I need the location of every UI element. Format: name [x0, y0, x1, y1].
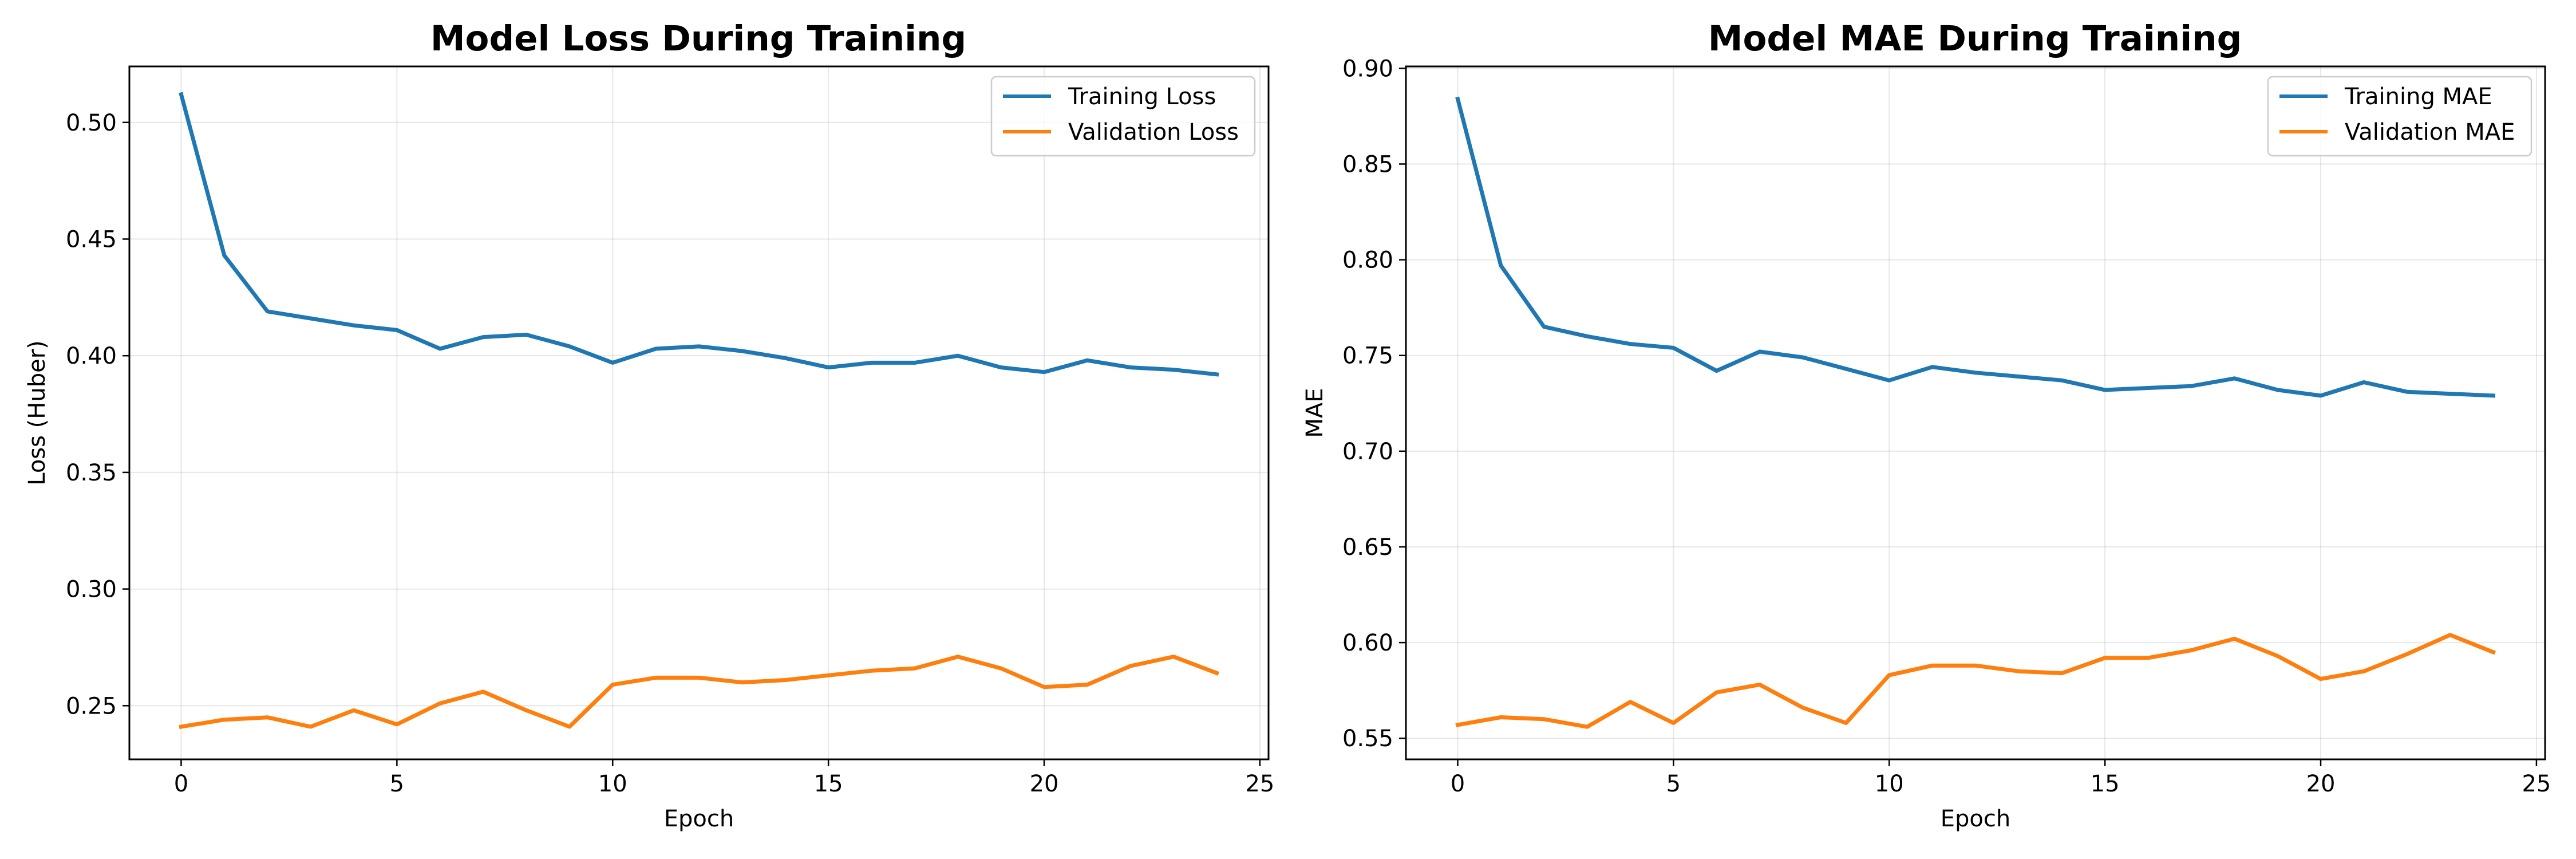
mae-chart-x-tick-label: 20 — [2306, 771, 2336, 797]
loss-chart-frame — [128, 65, 1270, 761]
mae-chart-y-tick-label: 0.80 — [1342, 247, 1393, 274]
loss-chart-series — [179, 92, 1220, 730]
mae-chart-series-line-validation — [1455, 633, 2496, 729]
mae-chart-x-tick-label: 0 — [1451, 771, 1465, 797]
mae-chart-y-tick-label: 0.75 — [1342, 343, 1393, 369]
mae-chart-legend-box — [2267, 76, 2532, 157]
loss-chart-legend: Training Loss Validation Loss — [990, 76, 1256, 157]
loss-chart-x-tick-label: 25 — [1245, 771, 1274, 797]
loss-chart-series-line-validation — [179, 655, 1220, 730]
loss-chart-y-tick-label: 0.35 — [66, 460, 117, 486]
loss-chart-y-tick-label: 0.25 — [66, 693, 117, 719]
mae-chart-y-tick-label: 0.90 — [1342, 56, 1393, 82]
mae-chart-x-axis-label: Epoch — [1941, 806, 2010, 832]
mae-chart-y-tick-label: 0.70 — [1342, 439, 1393, 465]
mae-chart-gridlines — [1406, 66, 2545, 759]
loss-chart-series-line-training — [179, 92, 1219, 377]
loss-chart-y-axis-label: Loss (Huber) — [24, 340, 50, 486]
mae-chart-x-tick-label: 10 — [1875, 771, 1904, 797]
mae-chart-x-tick-label: 25 — [2522, 771, 2551, 797]
loss-chart-x-tick-label: 20 — [1030, 771, 1059, 797]
mae-chart-legend-label-training: Training MAE — [2344, 84, 2492, 110]
loss-chart-x-ticks: 0 5 10 15 20 25 — [174, 759, 1274, 797]
loss-chart-legend-label-validation: Validation Loss — [1068, 119, 1239, 145]
loss-chart-title: Model Loss During Training — [430, 18, 966, 59]
mae-chart-title: Model MAE During Training — [1708, 18, 2242, 59]
loss-chart-y-tick-label: 0.40 — [66, 343, 117, 369]
mae-chart-frame — [1405, 65, 2546, 761]
mae-chart-x-tick-label: 5 — [1666, 771, 1681, 797]
loss-chart-x-tick-label: 0 — [174, 771, 188, 797]
mae-chart-y-axis-label: MAE — [1302, 388, 1328, 438]
loss-chart-y-tick-label: 0.45 — [66, 226, 117, 253]
loss-chart-y-tick-label: 0.50 — [66, 110, 117, 136]
mae-chart: Model MAE During Training 0 5 10 15 20 25 0.5… — [1302, 18, 2551, 832]
loss-chart-x-tick-label: 15 — [814, 771, 843, 797]
loss-chart: Model Loss During Training 0 5 10 15 20 25 0.… — [24, 18, 1274, 832]
mae-chart-y-ticks: 0.55 0.60 0.65 0.70 0.75 0.80 0.85 0.90 — [1342, 56, 1406, 752]
loss-chart-gridlines — [129, 66, 1269, 759]
mae-chart-x-tick-label: 15 — [2091, 771, 2120, 797]
mae-chart-y-tick-label: 0.65 — [1342, 534, 1393, 561]
mae-chart-legend: Training MAE Validation MAE — [2267, 76, 2532, 157]
mae-chart-legend-label-validation: Validation MAE — [2345, 119, 2515, 145]
mae-chart-y-tick-label: 0.60 — [1342, 630, 1393, 656]
mae-chart-y-tick-label: 0.55 — [1342, 726, 1393, 752]
loss-chart-legend-label-training: Training Loss — [1068, 84, 1216, 110]
mae-chart-series-line-training — [1455, 96, 2496, 398]
loss-chart-x-tick-label: 5 — [390, 771, 404, 797]
loss-chart-y-ticks: 0.25 0.30 0.35 0.40 0.45 0.50 — [66, 110, 129, 719]
mae-chart-y-tick-label: 0.85 — [1342, 151, 1393, 178]
loss-chart-y-tick-label: 0.30 — [66, 577, 117, 603]
mae-chart-series — [1455, 96, 2496, 729]
mae-chart-x-ticks: 0 5 10 15 20 25 — [1451, 759, 2551, 797]
loss-chart-x-tick-label: 10 — [598, 771, 627, 797]
loss-chart-legend-box — [990, 76, 1256, 157]
loss-chart-x-axis-label: Epoch — [664, 806, 734, 832]
